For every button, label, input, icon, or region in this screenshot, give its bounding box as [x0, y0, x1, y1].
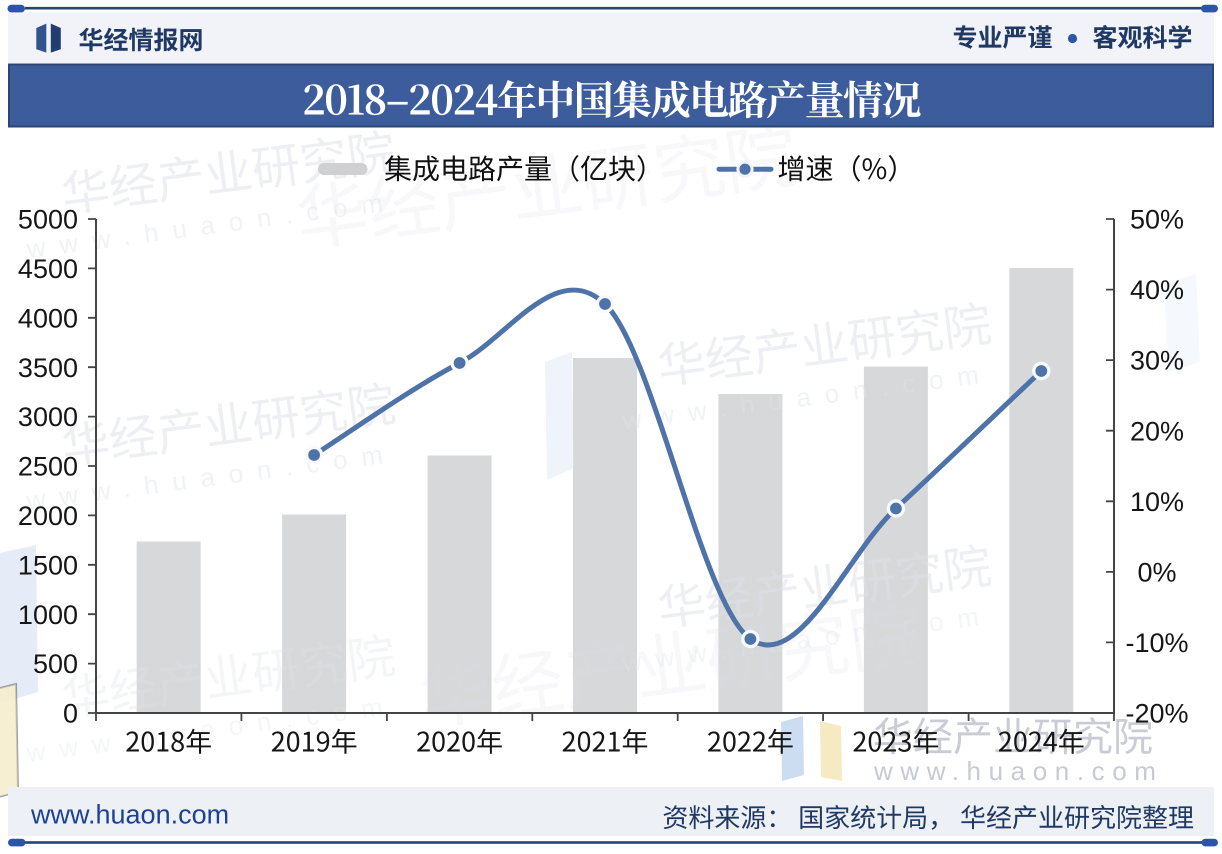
svg-text:-20%: -20%	[1125, 699, 1188, 729]
svg-text:0%: 0%	[1137, 558, 1176, 588]
svg-text:4000: 4000	[18, 303, 78, 333]
svg-text:500: 500	[33, 649, 78, 679]
svg-text:0: 0	[63, 699, 78, 729]
svg-text:www.huaon.com: www.huaon.com	[30, 800, 229, 830]
svg-text:30%: 30%	[1130, 346, 1184, 376]
svg-text:1000: 1000	[18, 600, 78, 630]
svg-text:www.huaon.com: www.huaon.com	[873, 756, 1164, 786]
svg-text:1500: 1500	[18, 550, 78, 580]
svg-text:10%: 10%	[1130, 487, 1184, 517]
svg-text:5000: 5000	[18, 205, 78, 235]
svg-text:-10%: -10%	[1125, 628, 1188, 658]
svg-text:2500: 2500	[18, 452, 78, 482]
svg-text:2000: 2000	[18, 501, 78, 531]
svg-text:4500: 4500	[18, 254, 78, 284]
svg-text:20%: 20%	[1130, 416, 1184, 446]
svg-text:40%: 40%	[1130, 275, 1184, 305]
svg-text:50%: 50%	[1130, 205, 1184, 235]
svg-text:3500: 3500	[18, 353, 78, 383]
svg-text:3000: 3000	[18, 402, 78, 432]
